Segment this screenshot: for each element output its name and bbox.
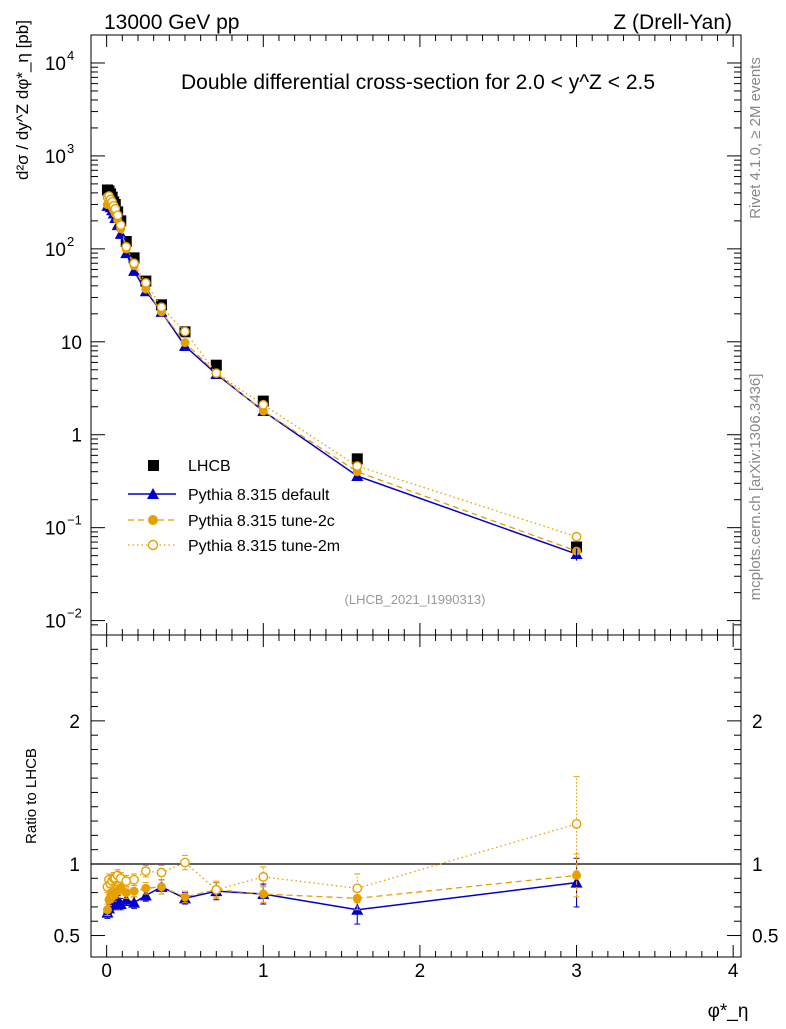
ratio-series-group <box>101 776 583 925</box>
ratio-data-point <box>156 882 166 892</box>
main-data-point <box>120 235 132 247</box>
y-tick-label: 10 <box>45 612 66 633</box>
ratio-series-1 <box>102 853 582 916</box>
y-tick-label: 10 <box>45 147 66 168</box>
ratio-data-point <box>140 866 151 877</box>
main-data-point <box>112 210 123 221</box>
main-data-point <box>258 399 269 410</box>
ratio-data-point <box>139 889 152 901</box>
x-tick-label: 0 <box>101 961 112 982</box>
legend-label-lhcb: LHCB <box>188 458 231 475</box>
y-tick-exponent: 2 <box>67 234 74 249</box>
ratio-data-point <box>258 889 268 899</box>
plot-title: Double differential cross-section for 2.… <box>181 71 655 94</box>
main-series-group <box>101 184 583 561</box>
main-ylabel: d²σ / dy^Z dφ*_η [pb] <box>13 20 32 180</box>
ratio-data-point <box>141 883 151 893</box>
ratio-axis-ticks: 0 1 2 3 4 0.5 0.5 1 1 2 2 <box>54 635 778 982</box>
main-data-point <box>128 252 140 264</box>
main-data-point <box>121 241 132 252</box>
y-tick-exponent: −2 <box>67 606 82 621</box>
y-tick-exponent: −1 <box>67 513 82 528</box>
ratio-series-0 <box>101 857 583 925</box>
ratio-data-point <box>352 883 363 894</box>
ratio-data-point <box>156 867 167 878</box>
ratio-data-point <box>571 819 582 829</box>
main-data-point <box>128 264 141 276</box>
main-series-1 <box>101 198 583 560</box>
x-tick-label: 3 <box>571 961 582 982</box>
x-tick-label: 4 <box>728 961 739 982</box>
main-data-point <box>351 453 363 465</box>
main-data-point <box>210 359 222 371</box>
rivet-version-label: Rivet 4.1.0, ≥ 2M events <box>747 57 764 219</box>
ratio-y-tick-label: 2 <box>69 712 80 733</box>
process-label: Z (Drell-Yan) <box>613 11 732 34</box>
mcplots-label: mcplots.cern.ch [arXiv:1306.3436] <box>747 374 764 601</box>
main-series-3 <box>102 191 582 542</box>
ratio-y-tick-label-right: 2 <box>752 712 763 733</box>
main-data-point <box>211 368 222 379</box>
y-tick-label: 10 <box>61 333 82 354</box>
ratio-plot-frame <box>90 634 742 958</box>
ratio-data-point <box>102 905 112 915</box>
x-tick-label: 1 <box>258 961 269 982</box>
y-tick-exponent: 4 <box>67 48 74 63</box>
ratio-data-point <box>211 884 222 895</box>
main-data-point <box>115 220 126 231</box>
ratio-series-2 <box>102 776 582 904</box>
main-series-0 <box>101 184 583 553</box>
y-tick-label: 10 <box>45 54 66 75</box>
ratio-data-point <box>129 874 139 885</box>
legend: LHCB Pythia 8.315 default Pythia 8.315 t… <box>128 458 340 555</box>
y-tick-label: 10 <box>45 519 66 540</box>
ratio-data-point <box>258 871 269 882</box>
legend-marker-tune2c <box>148 515 158 525</box>
reference-tag: (LHCB_2021_I1990313) <box>345 592 486 607</box>
x-tick-label: 2 <box>415 961 426 982</box>
main-series-2 <box>102 198 582 556</box>
main-data-point <box>352 461 363 471</box>
main-series-line <box>107 202 577 552</box>
ratio-data-point <box>180 892 190 902</box>
energy-label: 13000 GeV pp <box>104 11 239 34</box>
ratio-data-point <box>180 857 190 868</box>
x-axis-label: φ*_η <box>708 1001 749 1022</box>
main-data-point <box>180 338 190 348</box>
legend-marker-tune2m <box>147 539 159 551</box>
main-data-point <box>129 258 139 269</box>
ratio-data-point <box>128 896 141 908</box>
ratio-data-point <box>121 888 131 898</box>
main-data-point <box>156 302 167 313</box>
legend-marker-lhcb <box>148 460 159 471</box>
ratio-y-tick-label: 0.5 <box>54 927 80 948</box>
ratio-y-tick-label-right: 1 <box>752 855 763 876</box>
y-tick-label: 10 <box>45 240 66 261</box>
ratio-series-line <box>106 823 577 891</box>
main-data-point <box>571 531 582 542</box>
main-series-line <box>106 203 577 555</box>
legend-label-tune2m: Pythia 8.315 tune-2m <box>188 538 340 555</box>
main-data-point <box>114 227 127 239</box>
ratio-ylabel: Ratio to LHCB <box>23 748 40 844</box>
ratio-data-point <box>129 886 139 896</box>
ratio-y-tick-label-right: 0.5 <box>752 927 778 948</box>
main-series-line <box>107 195 577 538</box>
ratio-y-tick-label: 1 <box>69 855 80 876</box>
main-data-point <box>140 278 151 288</box>
ratio-data-point <box>121 876 132 887</box>
legend-label-default: Pythia 8.315 default <box>188 487 330 504</box>
ratio-series-line <box>106 874 577 910</box>
ratio-data-point <box>120 893 133 905</box>
ratio-data-point <box>572 870 582 880</box>
legend-marker-default <box>147 488 159 499</box>
ratio-data-point <box>114 898 127 910</box>
main-data-point <box>180 326 190 337</box>
legend-label-tune2c: Pythia 8.315 tune-2c <box>188 513 335 530</box>
y-tick-label: 1 <box>71 426 82 447</box>
y-tick-exponent: 3 <box>67 141 74 156</box>
